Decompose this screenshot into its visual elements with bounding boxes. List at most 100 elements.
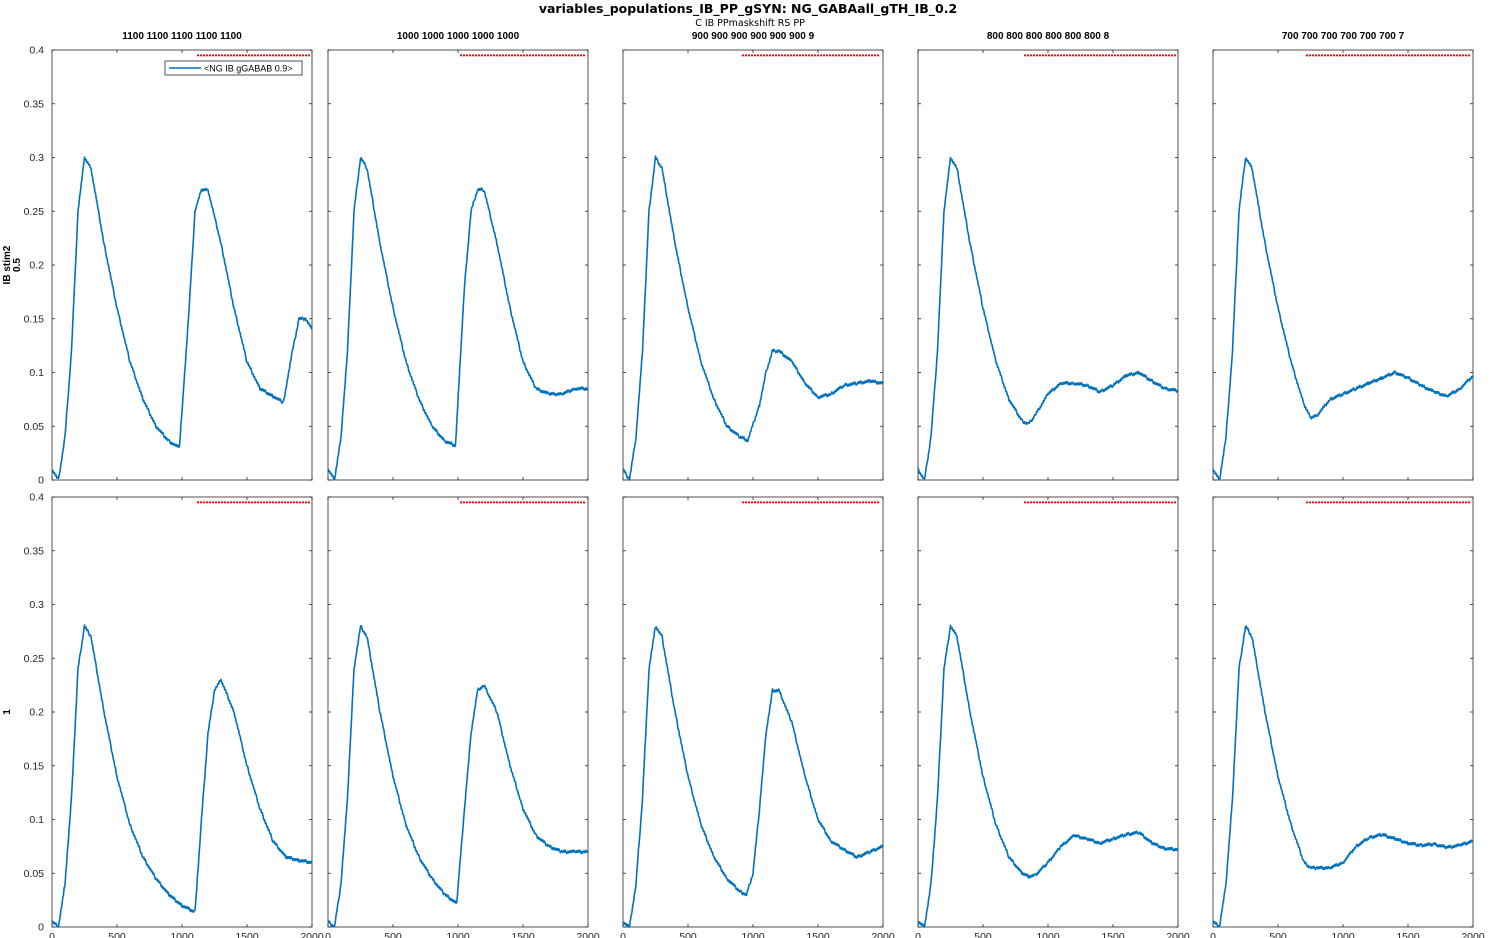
- marker-point: [486, 54, 490, 57]
- marker-point: [555, 501, 559, 504]
- marker-point: [807, 501, 811, 504]
- y-tick-label: 0.15: [24, 760, 45, 772]
- marker-point: [825, 54, 829, 57]
- marker-point: [564, 501, 568, 504]
- x-tick-label: 1000: [1036, 931, 1060, 938]
- marker-point: [265, 54, 269, 57]
- marker-point: [1059, 54, 1063, 57]
- marker-point: [1446, 54, 1450, 57]
- marker-point: [1407, 501, 1411, 504]
- marker-point: [1347, 501, 1351, 504]
- x-tick-label: 0: [915, 931, 921, 938]
- marker-point: [750, 54, 754, 57]
- marker-point: [1356, 54, 1360, 57]
- marker-point: [1431, 54, 1435, 57]
- marker-point: [864, 54, 868, 57]
- marker-point: [1047, 54, 1051, 57]
- marker-point: [567, 501, 571, 504]
- marker-point: [561, 54, 565, 57]
- marker-point: [1167, 501, 1171, 504]
- marker-point: [465, 501, 469, 504]
- marker-point: [307, 501, 311, 504]
- marker-point: [513, 54, 517, 57]
- marker-point: [301, 54, 305, 57]
- marker-point: [229, 54, 233, 57]
- marker-point: [534, 501, 538, 504]
- marker-point: [217, 501, 221, 504]
- marker-point: [1464, 54, 1468, 57]
- marker-point: [465, 54, 469, 57]
- marker-point: [492, 501, 496, 504]
- marker-point: [286, 54, 290, 57]
- y-tick-label: 0: [38, 922, 44, 934]
- marker-point: [1128, 54, 1132, 57]
- marker-point: [1413, 54, 1417, 57]
- marker-point: [1455, 54, 1459, 57]
- marker-point: [1389, 501, 1393, 504]
- marker-point: [1416, 501, 1420, 504]
- marker-point: [837, 501, 841, 504]
- marker-point: [528, 54, 532, 57]
- marker-point: [510, 501, 514, 504]
- marker-point: [816, 501, 820, 504]
- marker-point: [256, 501, 260, 504]
- marker-point: [849, 501, 853, 504]
- series-line: [327, 157, 589, 481]
- marker-point: [1401, 54, 1405, 57]
- x-tick-label: 2000: [871, 931, 895, 938]
- marker-point: [1335, 501, 1339, 504]
- marker-point: [1029, 54, 1033, 57]
- marker-point: [783, 501, 787, 504]
- marker-point: [795, 501, 799, 504]
- subplot-r1-c3: 0 500 1000 1500 2000: [915, 496, 1190, 938]
- marker-point: [1341, 54, 1345, 57]
- marker-point: [1134, 54, 1138, 57]
- x-tick-label: 500: [1269, 931, 1287, 938]
- subplot-title: 900 900 900 900 900 900 9: [692, 31, 815, 42]
- marker-point: [1371, 54, 1375, 57]
- series-line: [327, 624, 589, 928]
- marker-point: [259, 54, 263, 57]
- series-line: [1212, 625, 1474, 928]
- marker-point: [1458, 501, 1462, 504]
- y-tick-label: 0.05: [24, 868, 45, 880]
- marker-point: [1452, 54, 1456, 57]
- marker-point: [199, 54, 203, 57]
- axes-box: [327, 496, 589, 928]
- marker-band: [741, 501, 880, 504]
- marker-point: [1083, 501, 1087, 504]
- marker-point: [759, 501, 763, 504]
- marker-point: [819, 54, 823, 57]
- marker-point: [1074, 54, 1078, 57]
- marker-point: [756, 54, 760, 57]
- marker-point: [546, 501, 550, 504]
- marker-point: [1314, 501, 1318, 504]
- marker-point: [459, 54, 463, 57]
- marker-point: [858, 501, 862, 504]
- marker-point: [468, 54, 472, 57]
- marker-point: [1350, 54, 1354, 57]
- marker-point: [474, 54, 478, 57]
- marker-point: [1323, 54, 1327, 57]
- marker-point: [1092, 54, 1096, 57]
- marker-point: [477, 54, 481, 57]
- marker-point: [774, 501, 778, 504]
- marker-point: [459, 501, 463, 504]
- x-tick-label: 1000: [1331, 931, 1355, 938]
- marker-point: [211, 501, 215, 504]
- marker-point: [471, 501, 475, 504]
- marker-point: [1422, 501, 1426, 504]
- x-tick-label: 0: [620, 931, 626, 938]
- marker-point: [1362, 54, 1366, 57]
- marker-point: [238, 54, 242, 57]
- marker-point: [1413, 501, 1417, 504]
- marker-point: [280, 54, 284, 57]
- marker-point: [1101, 501, 1105, 504]
- marker-point: [1107, 501, 1111, 504]
- marker-point: [1344, 54, 1348, 57]
- marker-point: [232, 501, 236, 504]
- marker-band: [459, 501, 586, 504]
- marker-point: [480, 501, 484, 504]
- marker-point: [1110, 501, 1114, 504]
